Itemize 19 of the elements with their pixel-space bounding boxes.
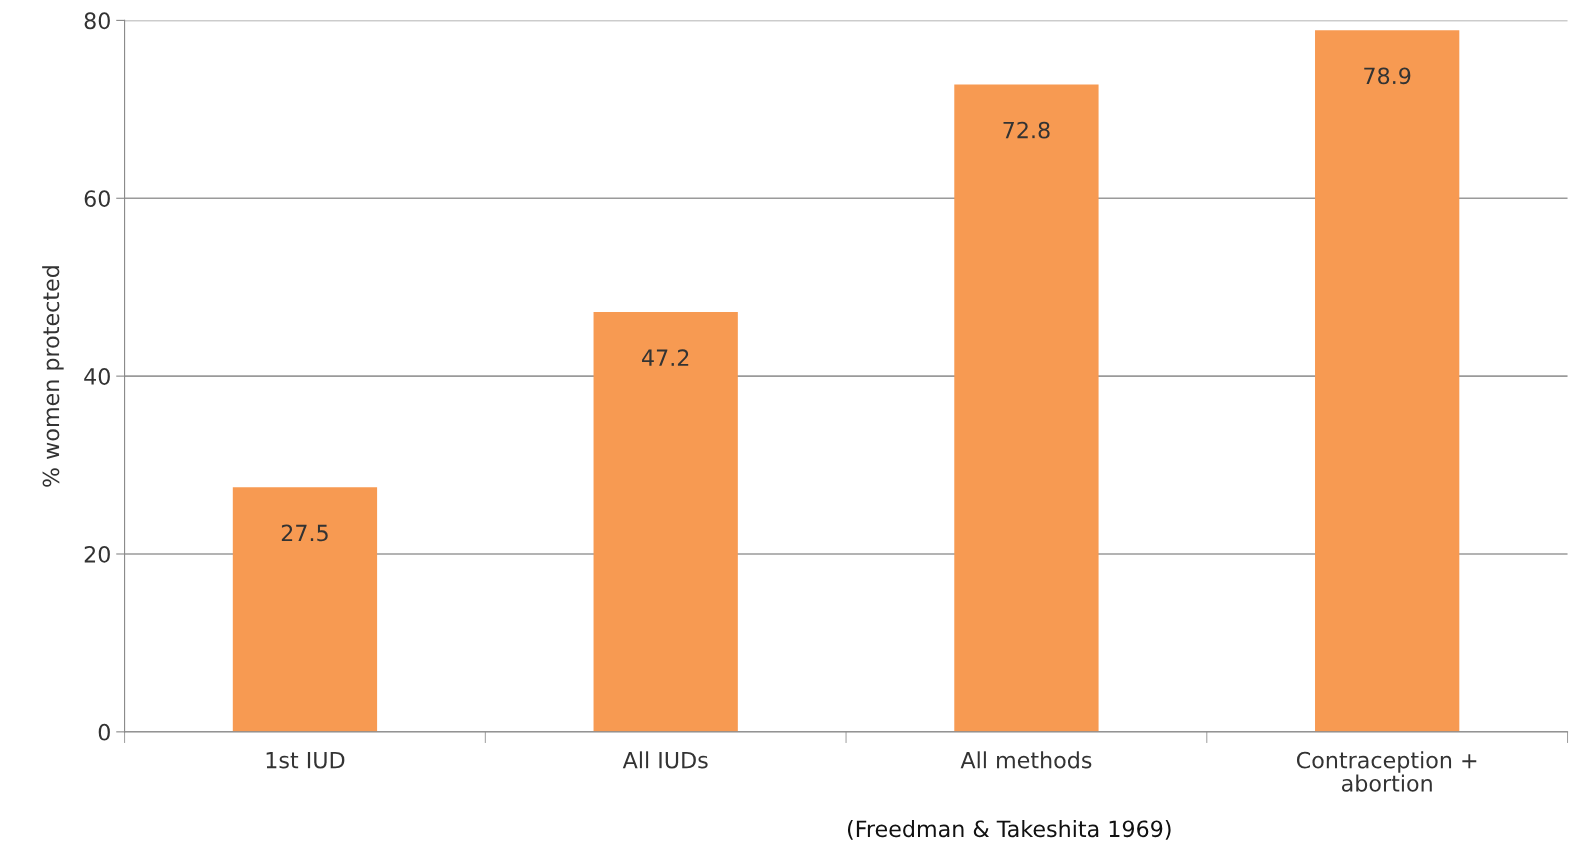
y-tick-label: 60 bbox=[84, 190, 110, 208]
bar bbox=[232, 487, 378, 732]
bar bbox=[593, 312, 738, 732]
y-tick-label: 20 bbox=[84, 545, 110, 563]
data-label: 78.9 bbox=[1364, 67, 1411, 85]
text: (Freedman & Takeshita 1969) bbox=[847, 819, 1171, 840]
y-tick-label: 0 bbox=[98, 723, 110, 741]
bar bbox=[1315, 30, 1460, 732]
y-tick-label: 80 bbox=[84, 12, 110, 30]
x-tick-label: Contraception + abortion bbox=[1296, 751, 1477, 792]
y-axis-title: % women protected bbox=[42, 266, 64, 487]
data-label: 72.8 bbox=[1003, 121, 1050, 139]
x-tick-label: All methods bbox=[960, 751, 1092, 769]
x-tick-label: All IUDs bbox=[622, 751, 708, 769]
bar bbox=[954, 84, 1099, 732]
y-tick-label: 40 bbox=[84, 368, 110, 385]
data-label: 27.5 bbox=[281, 524, 328, 542]
x-tick-label: 1st IUD bbox=[266, 751, 345, 769]
data-label: 47.2 bbox=[642, 349, 689, 366]
